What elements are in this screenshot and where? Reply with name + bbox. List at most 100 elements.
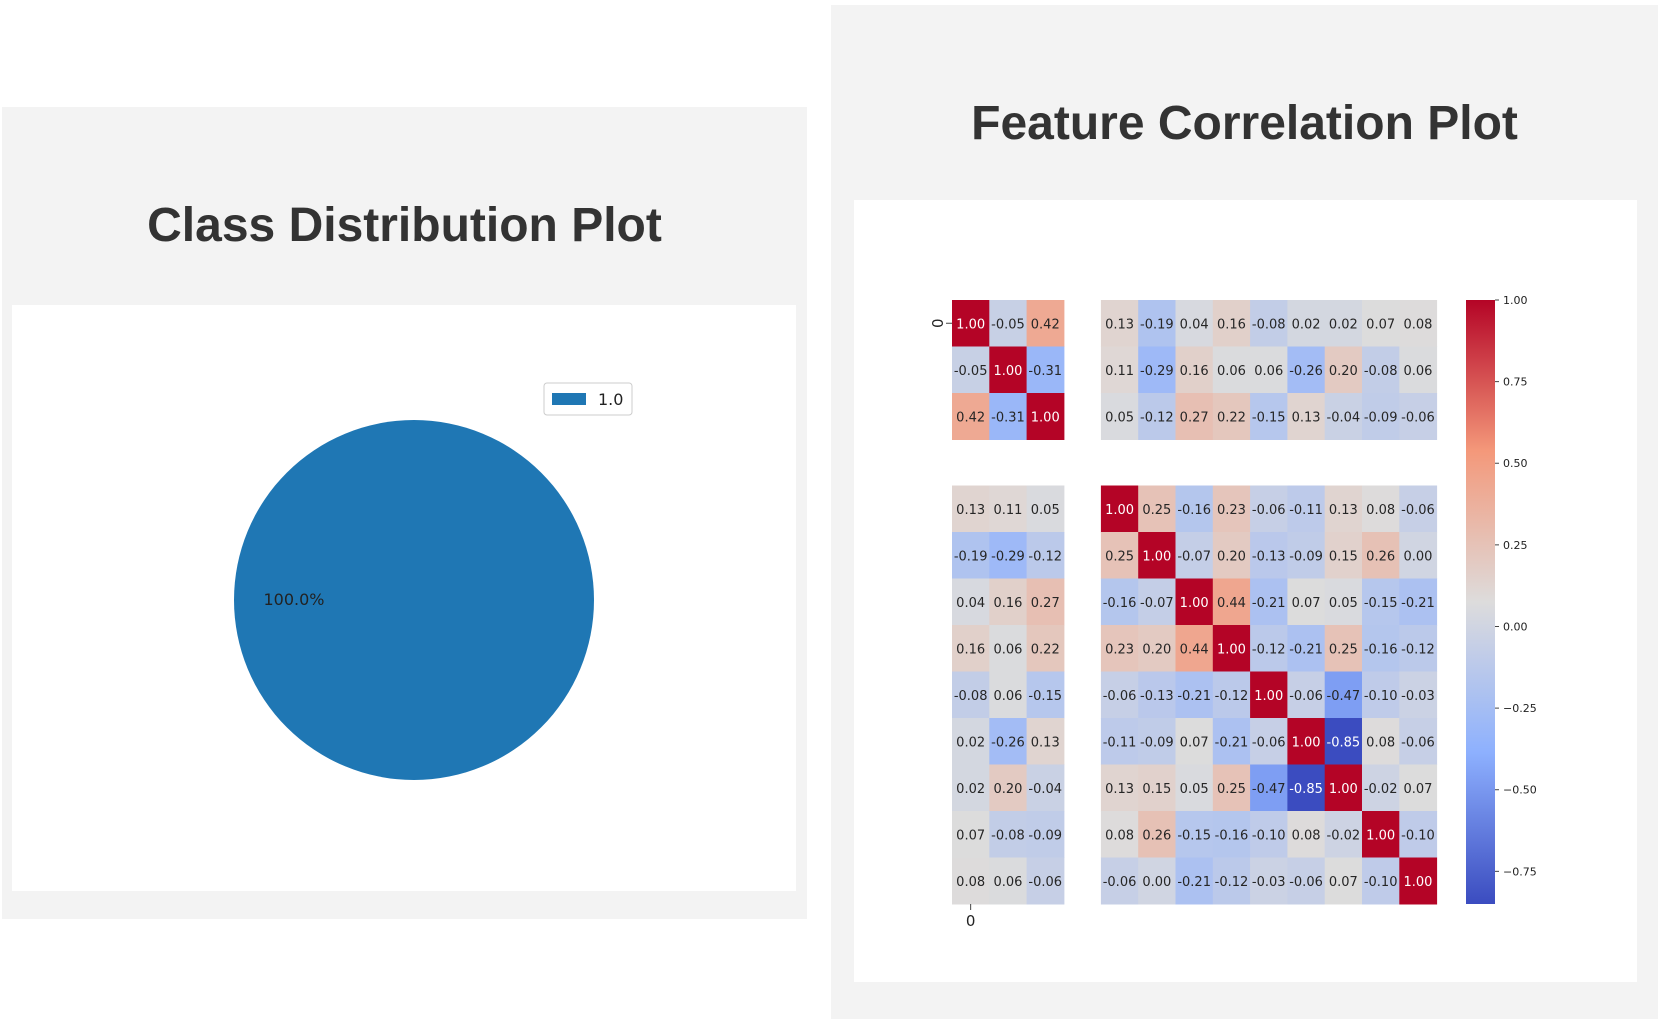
heatmap-cell-label: 0.25	[1105, 549, 1134, 564]
heatmap-cell-label: -0.06	[1252, 735, 1286, 750]
heatmap-cell	[989, 718, 1028, 765]
heatmap-cell-label: -0.29	[991, 549, 1025, 564]
heatmap-cell	[1287, 811, 1326, 858]
heatmap-cell	[1362, 718, 1400, 765]
heatmap-cell	[952, 393, 990, 440]
heatmap-cell-label: 0.02	[1329, 317, 1358, 332]
heatmap-cell-label: 1.00	[1403, 875, 1432, 890]
heatmap-cell	[989, 857, 1028, 905]
heatmap-cell-label: 0.27	[1031, 596, 1060, 611]
heatmap-cell-label: 1.00	[1329, 782, 1358, 797]
heatmap-cell	[952, 671, 990, 719]
colorbar-tick-label: −0.50	[1503, 784, 1537, 797]
heatmap-cell-label: -0.09	[1028, 828, 1062, 843]
heatmap-cell-label: -0.08	[954, 689, 988, 704]
heatmap-cell-label: -0.05	[954, 364, 988, 379]
heatmap-cell	[1026, 532, 1065, 579]
heatmap-cell-label: 0.13	[1031, 735, 1060, 750]
heatmap-cell-label: 0.42	[1031, 317, 1060, 332]
heatmap-cell-label: -0.21	[1401, 596, 1435, 611]
heatmap-cell-label: -0.10	[1364, 689, 1398, 704]
heatmap-cell	[989, 811, 1028, 858]
heatmap-cell-label: -0.10	[1401, 828, 1435, 843]
heatmap-cell	[1399, 485, 1438, 533]
heatmap-cell	[1026, 857, 1065, 905]
heatmap-cell-label: 0.07	[956, 828, 985, 843]
heatmap-cell	[1026, 718, 1065, 765]
heatmap-cell	[952, 811, 990, 858]
heatmap-cell	[1287, 532, 1326, 579]
heatmap-cell-label: 0.15	[1329, 549, 1358, 564]
heatmap-cell-label: -0.13	[1140, 689, 1174, 704]
heatmap-cell	[1324, 578, 1363, 626]
heatmap-cell	[1399, 300, 1438, 347]
heatmap-cell-label: -0.12	[1401, 642, 1435, 657]
heatmap-cell	[989, 764, 1028, 812]
heatmap-cell	[1399, 718, 1438, 765]
heatmap-cell-label: 0.08	[1366, 735, 1395, 750]
heatmap-cell-label: -0.08	[1364, 364, 1398, 379]
heatmap-cell-label: 0.13	[1105, 782, 1134, 797]
heatmap-cell	[1026, 671, 1065, 719]
heatmap-cell-label: 0.02	[1292, 317, 1321, 332]
heatmap-cell	[1138, 300, 1176, 347]
heatmap-cell	[1324, 811, 1363, 858]
heatmap-cell	[1212, 532, 1251, 579]
heatmap-cell	[1100, 718, 1139, 765]
heatmap-cell	[1175, 671, 1214, 719]
heatmap-cell-label: -0.15	[1028, 689, 1062, 704]
heatmap-cell-label: 1.00	[1031, 410, 1060, 425]
heatmap-cell-label: -0.16	[1103, 596, 1137, 611]
heatmap-cell-label: 0.00	[1142, 875, 1171, 890]
legend-label: 1.0	[598, 390, 623, 409]
heatmap-cell	[952, 485, 990, 533]
heatmap-cell	[1362, 578, 1400, 626]
heatmap-cell-label: -0.21	[1252, 596, 1286, 611]
heatmap-cell-label: 0.06	[993, 689, 1022, 704]
pie-chart-area: 100.0% 1.0	[12, 305, 796, 891]
heatmap-cell	[1175, 485, 1214, 533]
heatmap-cell-label: -0.21	[1289, 642, 1323, 657]
heatmap-cell	[1175, 857, 1214, 905]
heatmap-cell-label: 1.00	[1142, 549, 1171, 564]
colorbar-tick-label: 0.25	[1503, 539, 1528, 552]
heatmap-cell-label: 1.00	[1292, 735, 1321, 750]
heatmap-cell	[1100, 485, 1139, 533]
heatmap-cell	[1100, 671, 1139, 719]
pie-slice-label: 100.0%	[263, 590, 324, 609]
heatmap-cell	[1175, 811, 1214, 858]
heatmap-cell	[1324, 485, 1363, 533]
heatmap-cell-label: -0.15	[1252, 410, 1286, 425]
heatmap-cell	[1175, 718, 1214, 765]
heatmap-cell	[1138, 578, 1176, 626]
heatmap-cell-label: 0.25	[1142, 503, 1171, 518]
heatmap-cell-label: 0.20	[993, 782, 1022, 797]
heatmap-cell	[1250, 300, 1288, 347]
heatmap-cell-label: 1.00	[993, 364, 1022, 379]
heatmap-cell-label: -0.03	[1252, 875, 1286, 890]
heatmap-cell-label: 0.13	[1292, 410, 1321, 425]
heatmap-cell	[1175, 393, 1214, 440]
heatmap-cell-label: -0.06	[1401, 410, 1435, 425]
heatmap-cell-label: -0.06	[1401, 503, 1435, 518]
heatmap-cell-label: 0.08	[956, 875, 985, 890]
heatmap-cell	[1175, 625, 1214, 672]
heatmap-cell	[1100, 764, 1139, 812]
heatmap-cell-label: 0.16	[1180, 364, 1209, 379]
heatmap-cell	[952, 532, 990, 579]
heatmap-cell-label: 0.07	[1180, 735, 1209, 750]
heatmap-cell-label: 0.11	[1105, 364, 1134, 379]
heatmap-cell-label: -0.04	[1028, 782, 1062, 797]
heatmap-cell	[1100, 532, 1139, 579]
heatmap-cell-label: 0.44	[1180, 642, 1209, 657]
heatmap-cell	[1212, 671, 1251, 719]
heatmap-cell	[1175, 346, 1214, 394]
heatmap-cell-label: -0.12	[1140, 410, 1174, 425]
heatmap-cell	[1212, 857, 1251, 905]
heatmap-cell-label: 0.22	[1217, 410, 1246, 425]
heatmap-cell	[1026, 300, 1065, 347]
heatmap-cell-label: -0.09	[1364, 410, 1398, 425]
heatmap-cell	[1287, 393, 1326, 440]
heatmap-cell	[1175, 578, 1214, 626]
heatmap-cell	[952, 718, 990, 765]
